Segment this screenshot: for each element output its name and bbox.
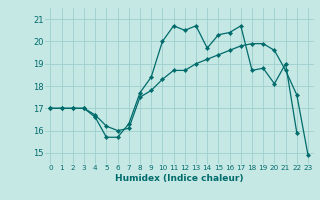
X-axis label: Humidex (Indice chaleur): Humidex (Indice chaleur) xyxy=(115,174,244,183)
